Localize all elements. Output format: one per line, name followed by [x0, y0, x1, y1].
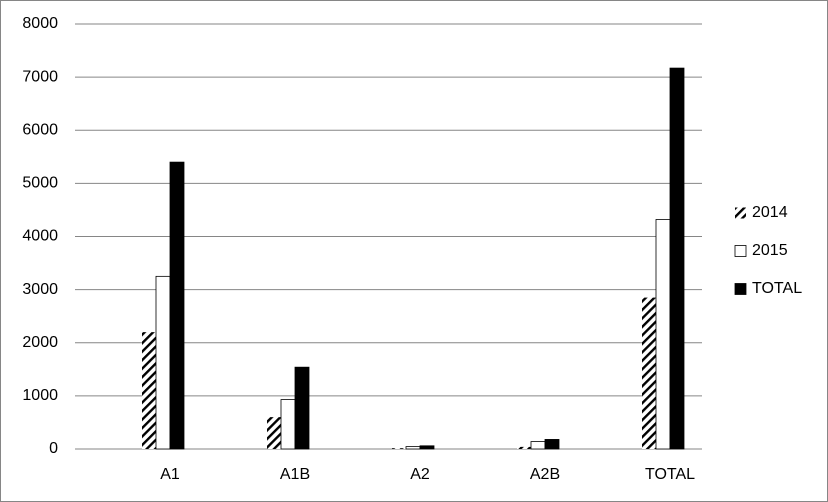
bar: [642, 297, 656, 449]
bar: [544, 439, 560, 450]
y-tick-label: 1000: [22, 387, 58, 404]
x-tick-label: A2B: [530, 466, 560, 483]
bar: [267, 417, 281, 449]
bar: [530, 441, 546, 450]
bar: [142, 332, 156, 449]
bar: [669, 67, 685, 450]
x-tick-label: A1: [160, 466, 180, 483]
bar: [294, 366, 310, 450]
bar: [169, 161, 185, 450]
y-tick-label: 2000: [22, 334, 58, 351]
legend-label: TOTAL: [752, 280, 802, 297]
y-tick-label: 7000: [22, 68, 58, 85]
y-tick-label: 5000: [22, 175, 58, 192]
bar: [655, 219, 671, 450]
x-tick-label: TOTAL: [645, 466, 695, 483]
legend-label: 2014: [752, 204, 788, 221]
y-tick-label: 3000: [22, 281, 58, 298]
legend-swatch: [735, 207, 746, 219]
y-tick-label: 8000: [22, 15, 58, 32]
x-tick-label: A1B: [280, 466, 310, 483]
y-tick-label: 6000: [22, 121, 58, 138]
x-tick-label: A2: [410, 466, 430, 483]
bar: [517, 446, 531, 449]
legend-swatch: [734, 245, 747, 257]
bar: [405, 446, 421, 450]
bar: [155, 275, 171, 450]
bar: [392, 448, 406, 449]
y-tick-label: 0: [49, 440, 58, 457]
bar: [419, 445, 435, 450]
y-tick-label: 4000: [22, 228, 58, 245]
legend-swatch: [734, 283, 747, 295]
bar: [280, 399, 296, 450]
legend-label: 2015: [752, 242, 788, 259]
